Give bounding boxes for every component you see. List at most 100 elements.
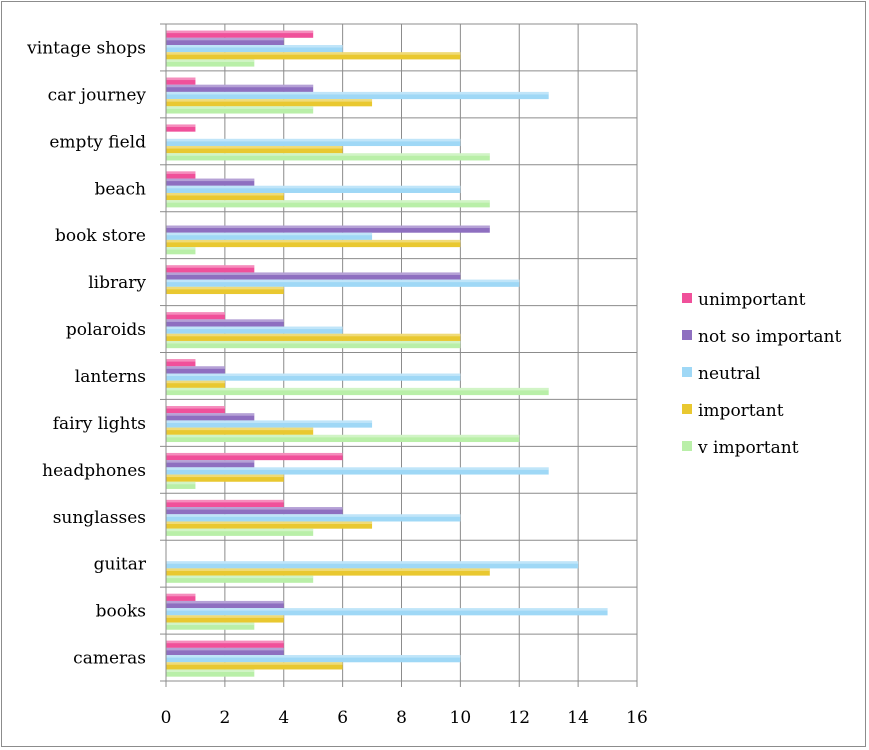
- bar-highlight-12-4: [166, 622, 255, 626]
- bar-9-2: [166, 467, 549, 475]
- category-label: library: [88, 273, 146, 293]
- category-label: fairy lights: [53, 414, 146, 434]
- bar-4-3: [166, 239, 461, 248]
- bar-highlight-3-3: [166, 192, 284, 196]
- bar-highlight-9-3: [166, 474, 284, 478]
- x-tick-label: 8: [396, 708, 407, 728]
- category-label: headphones: [42, 461, 146, 481]
- bar-highlight-5-1: [166, 272, 461, 275]
- bar-highlight-10-0: [166, 499, 284, 503]
- bar-10-3: [166, 521, 373, 529]
- bar-1-0: [166, 77, 196, 85]
- bar-highlight-9-4: [166, 481, 196, 485]
- legend: unimportant not so important neutral import…: [682, 290, 841, 458]
- bar-highlight-1-3: [166, 99, 373, 102]
- bar-highlight-11-4: [166, 575, 314, 579]
- category-label: beach: [94, 179, 146, 199]
- bar-0-4: [166, 59, 255, 67]
- axes: [160, 23, 638, 687]
- bar-13-2: [166, 655, 461, 663]
- bar-highlight-13-0: [166, 640, 284, 644]
- category-label: lanterns: [75, 367, 146, 387]
- bar-1-4: [166, 106, 314, 114]
- legend-label: not so important: [698, 327, 841, 347]
- bar-0-1: [166, 37, 284, 45]
- bar-11-4: [166, 575, 314, 583]
- bar-highlight-1-0: [166, 77, 196, 81]
- legend-swatch-3: [682, 404, 692, 414]
- bar-highlight-13-3: [166, 662, 343, 665]
- x-tick-label: 12: [508, 708, 530, 728]
- legend-label: important: [698, 401, 784, 421]
- bar-highlight-3-0: [166, 171, 196, 174]
- bar-13-0: [166, 640, 284, 648]
- bar-highlight-7-1: [166, 366, 225, 369]
- bar-highlight-8-1: [166, 413, 255, 416]
- bar-highlight-5-3: [166, 286, 284, 290]
- legend-swatch-1: [682, 330, 692, 340]
- bar-highlight-2-3: [166, 146, 343, 149]
- bar-0-3: [166, 52, 461, 60]
- bar-highlight-0-1: [166, 37, 284, 41]
- x-tick-label: 2: [219, 708, 230, 728]
- category-label: guitar: [94, 555, 147, 575]
- bar-5-0: [166, 265, 255, 273]
- bar-highlight-9-2: [166, 467, 549, 470]
- bar-9-0: [166, 452, 343, 461]
- bar-8-1: [166, 413, 255, 421]
- bar-highlight-4-4: [166, 247, 196, 250]
- bar-12-2: [166, 608, 608, 616]
- bar-highlight-1-4: [166, 106, 314, 109]
- bar-highlight-6-4: [166, 340, 461, 344]
- bar-6-3: [166, 333, 461, 341]
- bar-10-1: [166, 507, 343, 515]
- bar-1-3: [166, 99, 373, 107]
- bar-9-4: [166, 481, 196, 489]
- x-tick-label: 10: [450, 708, 472, 728]
- bar-10-0: [166, 499, 284, 508]
- legend-label: unimportant: [698, 290, 806, 310]
- bar-11-3: [166, 568, 490, 576]
- bar-4-2: [166, 232, 373, 240]
- bar-highlight-12-2: [166, 608, 608, 611]
- bar-highlight-13-1: [166, 647, 284, 651]
- bar-9-3: [166, 474, 284, 482]
- bar-5-1: [166, 272, 461, 280]
- category-label: empty field: [49, 132, 146, 152]
- legend-swatch-2: [682, 367, 692, 377]
- bar-4-4: [166, 247, 196, 255]
- x-tick-label: 0: [161, 708, 172, 728]
- bar-7-4: [166, 387, 549, 396]
- bar-highlight-8-4: [166, 434, 520, 438]
- bar-1-1: [166, 84, 314, 92]
- bar-highlight-3-4: [166, 200, 490, 203]
- bar-highlight-10-4: [166, 528, 314, 532]
- bar-highlight-13-2: [166, 655, 461, 658]
- bar-13-3: [166, 662, 343, 670]
- bar-highlight-11-2: [166, 561, 579, 564]
- x-tick-label: 14: [567, 708, 589, 728]
- bar-highlight-0-4: [166, 59, 255, 62]
- category-label: cameras: [73, 649, 146, 669]
- bar-2-4: [166, 153, 490, 161]
- bar-highlight-12-1: [166, 600, 284, 604]
- x-tick-label: 6: [337, 708, 348, 728]
- bar-highlight-11-3: [166, 568, 490, 571]
- bar-highlight-10-3: [166, 521, 373, 525]
- bar-highlight-12-3: [166, 615, 284, 618]
- bar-12-0: [166, 593, 196, 601]
- bar-highlight-2-2: [166, 138, 461, 142]
- bar-highlight-7-0: [166, 359, 196, 362]
- bar-highlight-2-0: [166, 124, 196, 127]
- bar-highlight-5-2: [166, 279, 520, 283]
- category-label: polaroids: [66, 320, 146, 340]
- legend-label: v important: [697, 438, 799, 458]
- category-label: books: [96, 602, 146, 622]
- bar-highlight-1-1: [166, 84, 314, 88]
- bar-8-2: [166, 420, 373, 428]
- bar-12-3: [166, 615, 284, 623]
- bar-2-0: [166, 124, 196, 132]
- bar-highlight-9-0: [166, 452, 343, 456]
- bar-0-2: [166, 45, 343, 53]
